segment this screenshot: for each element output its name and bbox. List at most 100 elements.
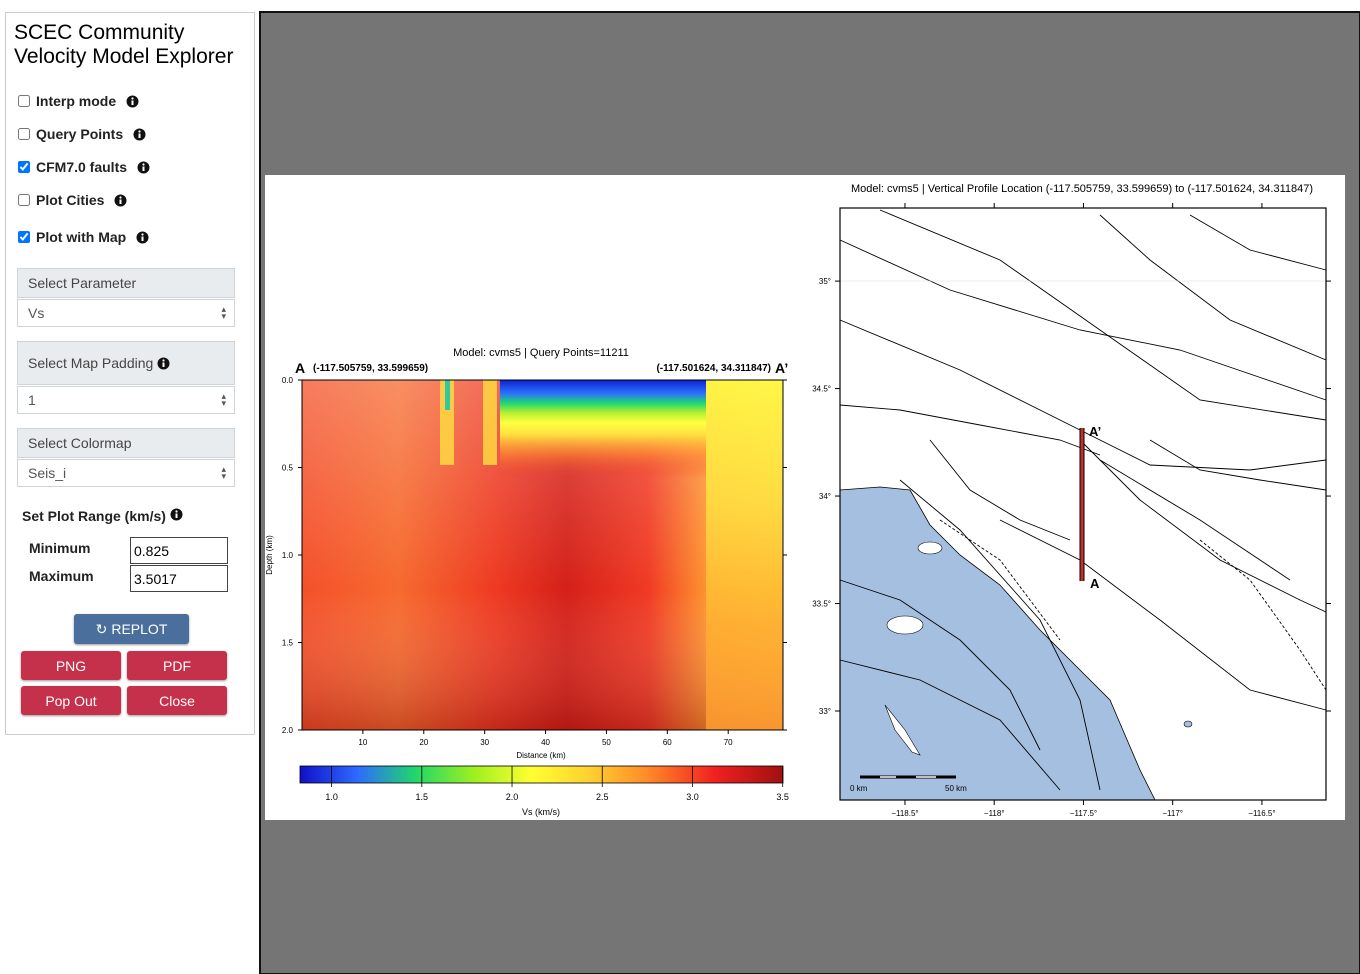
x-tick-label: 50: [602, 738, 611, 747]
heatmap-shallow: [500, 380, 706, 545]
sidebar: SCEC Community Velocity Model Explorer I…: [5, 12, 255, 735]
option-row: CFM7.0 faults: [18, 159, 150, 175]
info-icon: [137, 161, 150, 173]
minimum-input[interactable]: 0.825: [130, 537, 228, 564]
x-tick-label: 40: [541, 738, 550, 747]
checkbox[interactable]: [18, 194, 30, 206]
y-tick-label: 2.0: [282, 726, 294, 735]
island: [884, 704, 921, 756]
scale-end: 50 km: [945, 784, 967, 793]
checkbox[interactable]: [18, 128, 30, 140]
info-icon: [136, 231, 149, 243]
faults: [839, 209, 1327, 791]
option-label: Plot with Map: [36, 229, 127, 245]
colorbar-tick-label: 1.0: [325, 792, 338, 802]
popout-button[interactable]: Pop Out: [21, 686, 121, 715]
info-icon: [157, 357, 170, 369]
heatmap-east: [706, 380, 783, 730]
close-button[interactable]: Close: [127, 686, 227, 715]
button-icon: ↻: [95, 620, 108, 637]
info-icon: [133, 128, 146, 140]
ocean: [839, 486, 1156, 801]
y-tick-label: 0.5: [282, 464, 294, 473]
replot-button[interactable]: ↻ REPLOT: [74, 614, 189, 644]
map-start-marker: A: [1090, 576, 1100, 591]
map-y-tick-label: 34.5°: [812, 385, 831, 394]
checkbox[interactable]: [18, 95, 30, 107]
option-label: Plot Cities: [36, 192, 105, 208]
x-tick-label: 10: [358, 738, 367, 747]
fault: [999, 519, 1327, 711]
heatmap-strip: [483, 380, 497, 465]
select-arrow: ▴ ▾: [221, 464, 226, 481]
minimum-label: Minimum: [29, 540, 91, 556]
fault: [1079, 439, 1327, 613]
end-label: (-117.501624, 34.311847): [656, 363, 771, 374]
option-row: Plot with Map: [18, 229, 149, 245]
select-box[interactable]: Vs ▴ ▾: [17, 299, 235, 327]
fault: [1099, 459, 1291, 581]
fault: [879, 209, 1327, 421]
colorbar-tick-label: 2.5: [596, 792, 609, 802]
png-button[interactable]: PNG: [21, 651, 121, 680]
range-label: Set Plot Range (km/s): [22, 508, 183, 524]
select-label: Select Map Padding: [17, 341, 235, 385]
map-y-tick-label: 33°: [819, 707, 831, 716]
fault: [839, 239, 1327, 401]
maximum-label: Maximum: [29, 568, 94, 584]
button-text: Pop Out: [45, 692, 97, 709]
info-icon: [126, 95, 139, 107]
fault: [839, 659, 1061, 791]
pdf-button[interactable]: PDF: [127, 651, 227, 680]
cross-section-title: Model: cvms5 | Query Points=11211: [453, 347, 629, 359]
select-label-text: Select Map Padding: [28, 355, 154, 371]
select-arrow: ▴ ▾: [221, 304, 226, 321]
button-text: PNG: [55, 657, 87, 674]
fault: [1149, 439, 1327, 491]
heatmap-strip: [445, 380, 450, 410]
colorbar-tick-label: 1.5: [416, 792, 429, 802]
x-tick-label: 20: [419, 738, 428, 747]
select-label-text: Select Colormap: [28, 435, 132, 451]
select-value: Seis_i: [28, 465, 67, 481]
maximum-input[interactable]: 3.5017: [130, 565, 228, 592]
x-axis-label: Distance (km): [516, 751, 566, 760]
select-box[interactable]: 1 ▴ ▾: [17, 386, 235, 414]
colorbar-tick-label: 2.0: [506, 792, 519, 802]
fault: [1189, 214, 1327, 271]
checkbox[interactable]: [18, 161, 30, 173]
option-label: CFM7.0 faults: [36, 159, 128, 175]
map-y-tick-label: 33.5°: [812, 600, 831, 609]
map-x-tick-label: −118°: [984, 809, 1005, 818]
option-row: Interp mode: [18, 93, 139, 109]
colorbar-label: Vs (km/s): [522, 807, 560, 817]
x-tick-label: 30: [480, 738, 489, 747]
map-x-tick-label: −116.5°: [1248, 809, 1275, 818]
map-title: Model: cvms5 | Vertical Profile Location…: [851, 183, 1313, 195]
lake: [1183, 720, 1193, 728]
map-x-tick-label: −117.5°: [1070, 809, 1097, 818]
end-marker: A’: [775, 360, 788, 376]
scale-start: 0 km: [850, 784, 868, 793]
info-icon: [170, 508, 183, 521]
map-y-tick-label: 34°: [819, 492, 831, 501]
colorbar: [299, 765, 784, 784]
x-tick-label: 70: [724, 738, 733, 747]
map-end-marker: A’: [1089, 424, 1101, 439]
island: [917, 541, 943, 555]
map-x-tick-label: −117°: [1162, 809, 1183, 818]
app-title: SCEC Community Velocity Model Explorer: [14, 21, 234, 68]
fault: [1099, 214, 1327, 361]
checkbox[interactable]: [18, 231, 30, 243]
start-marker: A: [295, 360, 305, 376]
select-box[interactable]: Seis_i ▴ ▾: [17, 459, 235, 487]
fault: [839, 319, 1327, 471]
fault: [899, 479, 1101, 791]
heatmap-strip: [440, 380, 454, 465]
start-label: (-117.505759, 33.599659): [313, 363, 428, 374]
button-text: PDF: [163, 657, 191, 674]
map: [839, 207, 1327, 801]
y-tick-label: 1.5: [282, 639, 294, 648]
fault: [839, 579, 1041, 751]
